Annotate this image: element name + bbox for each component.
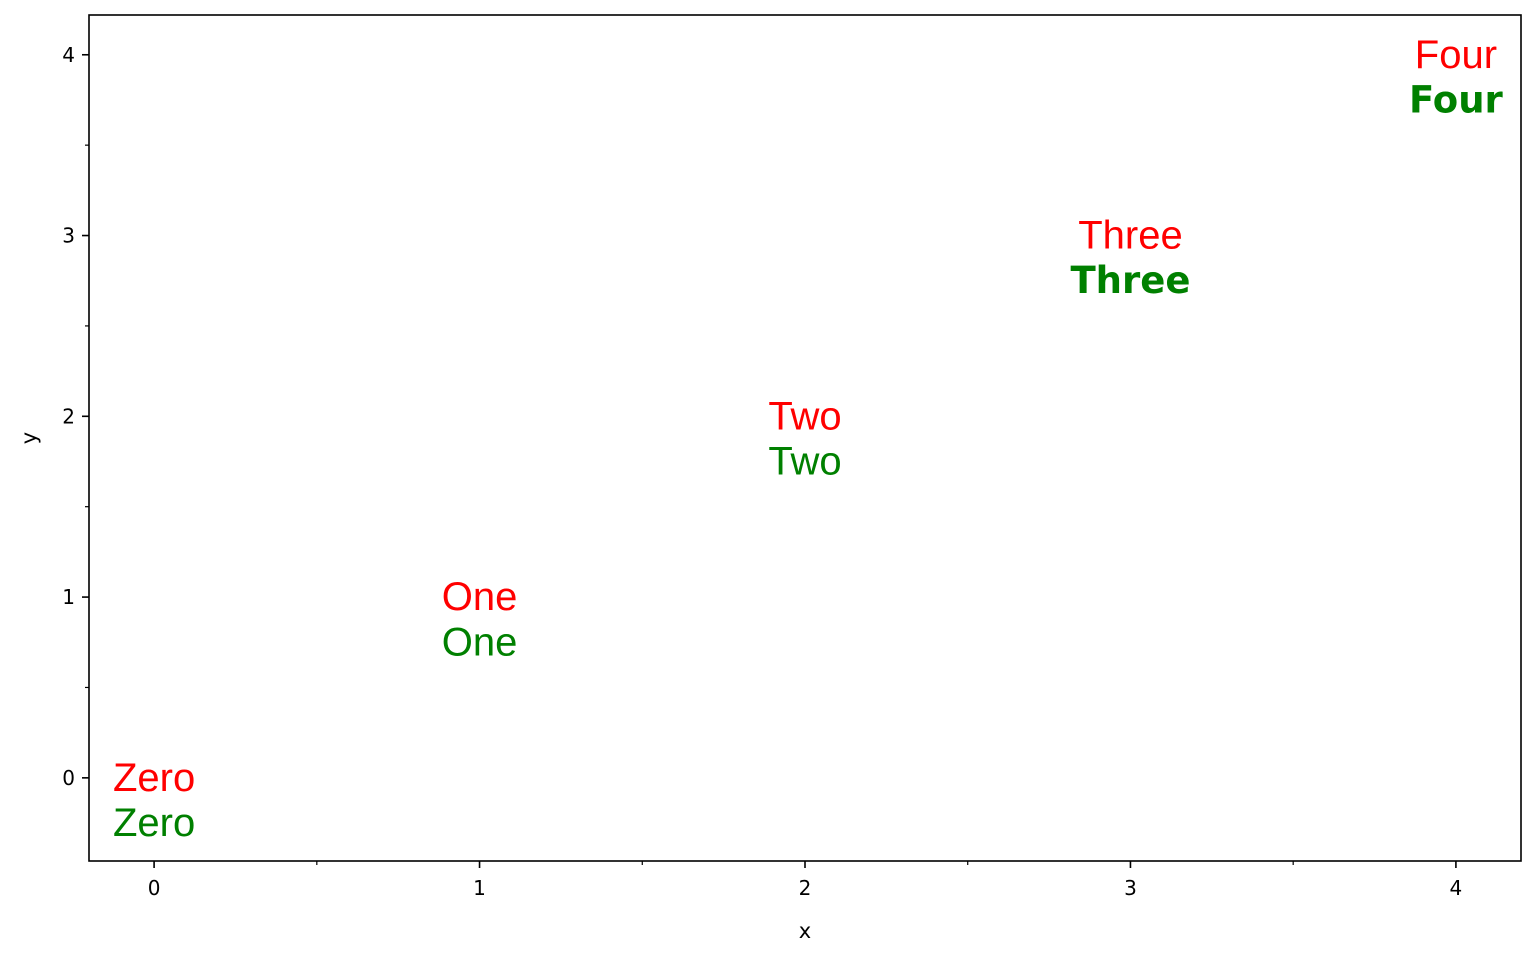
annotation-two: Two [768,440,841,484]
annotation-three: Three [1078,214,1183,258]
annotation-one: One [442,620,518,664]
annotation-four: Four [1409,78,1504,121]
y-tick-label: 2 [62,404,75,428]
y-axis-label: y [17,432,41,444]
x-tick-label: 2 [799,876,812,900]
annotation-three: Three [1070,259,1190,302]
y-axis: 0 1 2 3 4 [62,43,89,790]
x-axis-label: x [799,919,811,943]
x-axis: 0 1 2 3 4 [148,861,1463,900]
x-tick-label: 4 [1450,876,1463,900]
annotation-zero: Zero [113,756,195,800]
annotation-zero: Zero [113,801,195,845]
annotation-four: Four [1415,33,1497,77]
annotation-two: Two [768,394,841,438]
y-tick-label: 4 [62,43,75,67]
annotation-one: One [442,575,518,619]
x-tick-label: 0 [148,876,161,900]
y-tick-label: 1 [62,585,75,609]
y-tick-label: 3 [62,224,75,248]
x-tick-label: 3 [1124,876,1137,900]
plot-area [88,14,1522,862]
y-tick-label: 0 [62,766,75,790]
x-tick-label: 1 [473,876,486,900]
